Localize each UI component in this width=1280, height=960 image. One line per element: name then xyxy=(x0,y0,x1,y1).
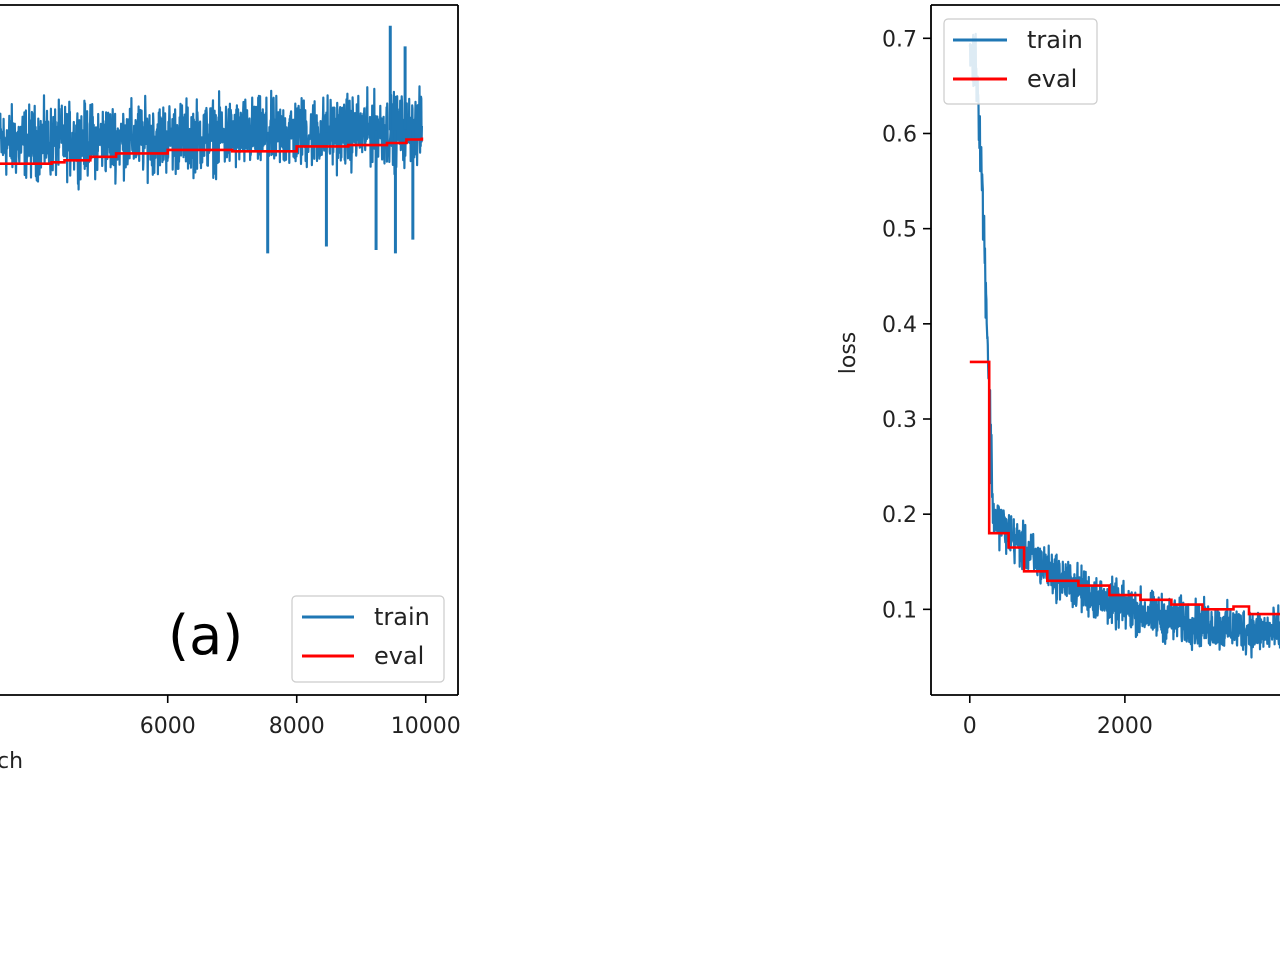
right-y-tick-label: 0.6 xyxy=(882,122,917,147)
left-eval-line xyxy=(0,137,424,165)
right-legend: train eval xyxy=(943,18,1098,105)
right-train-line xyxy=(968,32,1280,659)
right-y-tick-label: 0.3 xyxy=(882,408,917,433)
left-train-series xyxy=(0,25,423,254)
left-legend-eval-label: eval xyxy=(374,642,424,670)
left-eval-series xyxy=(0,137,424,165)
right-y-axis-label: loss xyxy=(836,332,861,375)
left-x-tick-label: 10000 xyxy=(391,714,461,739)
right-y-tick-label: 0.5 xyxy=(882,218,917,243)
left-train-line xyxy=(0,85,423,191)
right-y-tick-label: 0.2 xyxy=(882,503,917,528)
right-x-tick-label: 2000 xyxy=(1097,714,1153,739)
right-legend-train-label: train xyxy=(1027,26,1083,54)
right-x-ticks: 0 2000 xyxy=(963,695,1153,739)
right-x-tick-label: 0 xyxy=(963,714,977,739)
right-legend-eval-label: eval xyxy=(1027,65,1077,93)
right-y-tick-label: 0.1 xyxy=(882,598,917,623)
right-train-series xyxy=(968,32,1280,659)
right-eval-line xyxy=(969,360,1280,616)
left-x-tick-label: 8000 xyxy=(269,714,325,739)
right-eval-series xyxy=(969,360,1280,616)
left-legend: train eval xyxy=(291,595,445,683)
right-y-tick-label: 0.7 xyxy=(882,27,917,52)
right-y-tick-label: 0.4 xyxy=(882,313,917,338)
left-x-tick-label: 6000 xyxy=(140,714,196,739)
left-panel-label: (a) xyxy=(168,604,243,667)
right-y-ticks: 0.1 0.2 0.3 0.4 0.5 0.6 0.7 xyxy=(882,27,931,623)
left-legend-train-label: train xyxy=(374,603,430,631)
left-x-axis-label: ch xyxy=(0,749,23,774)
left-chart: 6000 8000 10000 ch (a) train eval xyxy=(0,4,461,774)
right-chart: 0 2000 0.1 0.2 0.3 0.4 0.5 0.6 0.7 loss train e… xyxy=(836,4,1280,739)
left-x-ticks: 6000 8000 10000 xyxy=(140,695,461,739)
